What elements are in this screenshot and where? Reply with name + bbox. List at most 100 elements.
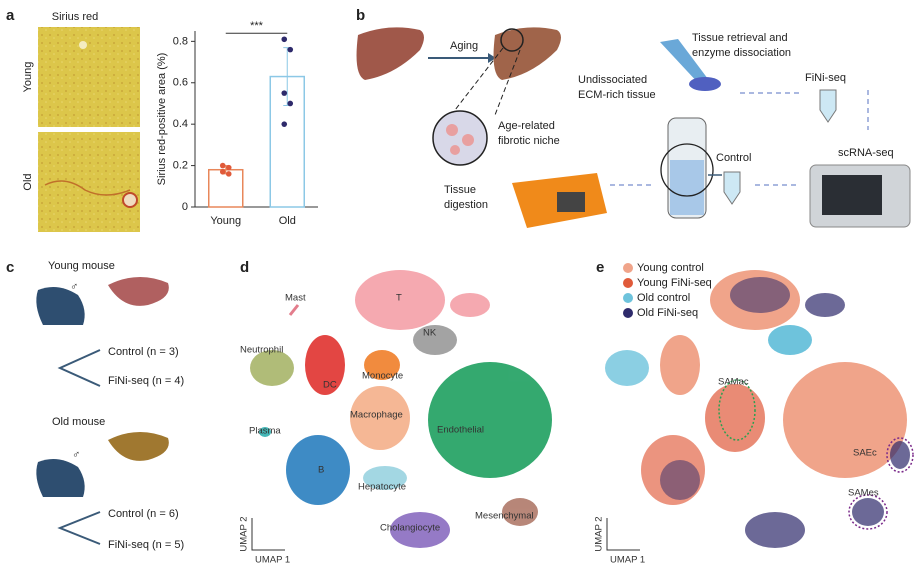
cluster	[783, 362, 907, 478]
label: Undissociated	[578, 74, 647, 86]
umap-axes	[251, 518, 285, 551]
panel-letter: e	[596, 259, 604, 276]
significance: ***	[250, 20, 264, 32]
cluster	[259, 427, 271, 437]
vessel	[79, 41, 87, 49]
cluster-label: Endothelial	[437, 425, 484, 436]
cluster-label: B	[318, 465, 324, 476]
bar	[208, 168, 244, 208]
liver-old	[493, 27, 561, 81]
cluster	[660, 335, 700, 395]
data-point	[225, 164, 232, 171]
zoom	[660, 143, 714, 197]
cluster	[355, 270, 445, 330]
y-axis-label: Sirius red-positive area (%)	[156, 53, 168, 186]
region-label: SAMes	[848, 488, 879, 499]
label: FiNi-seq	[805, 72, 846, 84]
cluster-label: Plasma	[249, 426, 281, 437]
label: Aging	[450, 40, 478, 52]
axis-label: UMAP 2	[594, 516, 605, 551]
legend-label: Old control	[637, 292, 690, 304]
label: scRNA-seq	[838, 147, 894, 159]
x-tick-label: Old	[279, 215, 296, 227]
cluster	[730, 277, 790, 313]
sex-symbol: ♂	[70, 281, 78, 293]
cell	[446, 124, 458, 136]
umap-axes	[606, 518, 640, 551]
cluster-label: T	[396, 293, 402, 304]
cluster-label: Neutrophil	[240, 345, 283, 356]
y-tick-label: 0	[182, 201, 188, 213]
y-tick-label: 0.6	[173, 77, 188, 89]
legend-swatch	[623, 278, 633, 288]
sex-symbol: ♂	[72, 449, 80, 461]
group: FiNi-seq (n = 4)	[108, 375, 184, 387]
mouse	[36, 286, 85, 325]
niche	[432, 110, 488, 166]
legend-label: Young control	[637, 262, 704, 274]
tube	[819, 89, 837, 123]
label: Tissue	[444, 184, 476, 196]
cluster	[428, 362, 552, 478]
group: Control (n = 6)	[108, 508, 179, 520]
cluster	[364, 350, 400, 380]
arrow-head	[488, 53, 496, 63]
data-point	[287, 100, 294, 107]
bar-chart: 0 0.2 0.4 0.6 0.8 Sirius red-positive area (%…	[156, 20, 318, 227]
tube	[723, 171, 741, 205]
cluster	[305, 335, 345, 395]
bar	[269, 75, 305, 208]
label: Young mouse	[48, 260, 115, 272]
x-tick-label: Young	[210, 215, 241, 227]
cluster	[413, 325, 457, 355]
y-tick-label: 0.2	[173, 159, 188, 171]
region-outline	[718, 379, 756, 441]
liver-young	[356, 27, 424, 81]
image-title: Sirius red	[52, 11, 98, 23]
micrograph	[38, 27, 140, 127]
zoom-line	[494, 49, 521, 116]
cluster	[350, 386, 410, 450]
legend-label: Young FiNi-seq	[637, 277, 712, 289]
legend-swatch	[623, 263, 633, 273]
region-label: SAEc	[853, 448, 877, 459]
cluster	[502, 498, 538, 526]
data-point	[281, 121, 288, 127]
cluster	[286, 435, 350, 505]
panel-letter: b	[356, 7, 365, 24]
cluster-label: Macrophage	[350, 410, 403, 421]
label: Control	[716, 152, 751, 164]
branch	[57, 349, 101, 387]
axis-label: UMAP 2	[239, 516, 250, 551]
zoom	[500, 28, 524, 52]
cell	[462, 134, 474, 146]
cluster	[450, 293, 490, 317]
region-outline	[848, 494, 888, 530]
panel-letter: c	[6, 259, 14, 276]
data-point	[219, 169, 226, 175]
zoom-line	[454, 47, 504, 111]
label: fibrotic niche	[498, 135, 560, 147]
sequencer-screen	[822, 175, 882, 215]
cluster	[768, 325, 812, 355]
legend-label: Old FiNi-seq	[637, 307, 698, 319]
cluster	[605, 350, 649, 386]
data-point	[219, 162, 226, 169]
y-tick-label: 0.8	[173, 35, 188, 47]
strainer	[689, 77, 721, 91]
cluster	[250, 350, 294, 386]
cluster	[705, 384, 765, 452]
y-tick-label: 0.4	[173, 118, 188, 130]
cluster	[890, 441, 910, 469]
cluster-label: Hepatocyte	[358, 482, 406, 493]
cluster-label: Mast	[285, 293, 306, 304]
axis-label: UMAP 1	[255, 555, 290, 566]
region-label: SAMac	[718, 377, 749, 388]
row-label: Old	[22, 173, 34, 190]
data-point	[281, 36, 288, 43]
cluster	[805, 293, 845, 317]
fibrosis	[44, 180, 131, 196]
group: FiNi-seq (n = 5)	[108, 539, 184, 551]
